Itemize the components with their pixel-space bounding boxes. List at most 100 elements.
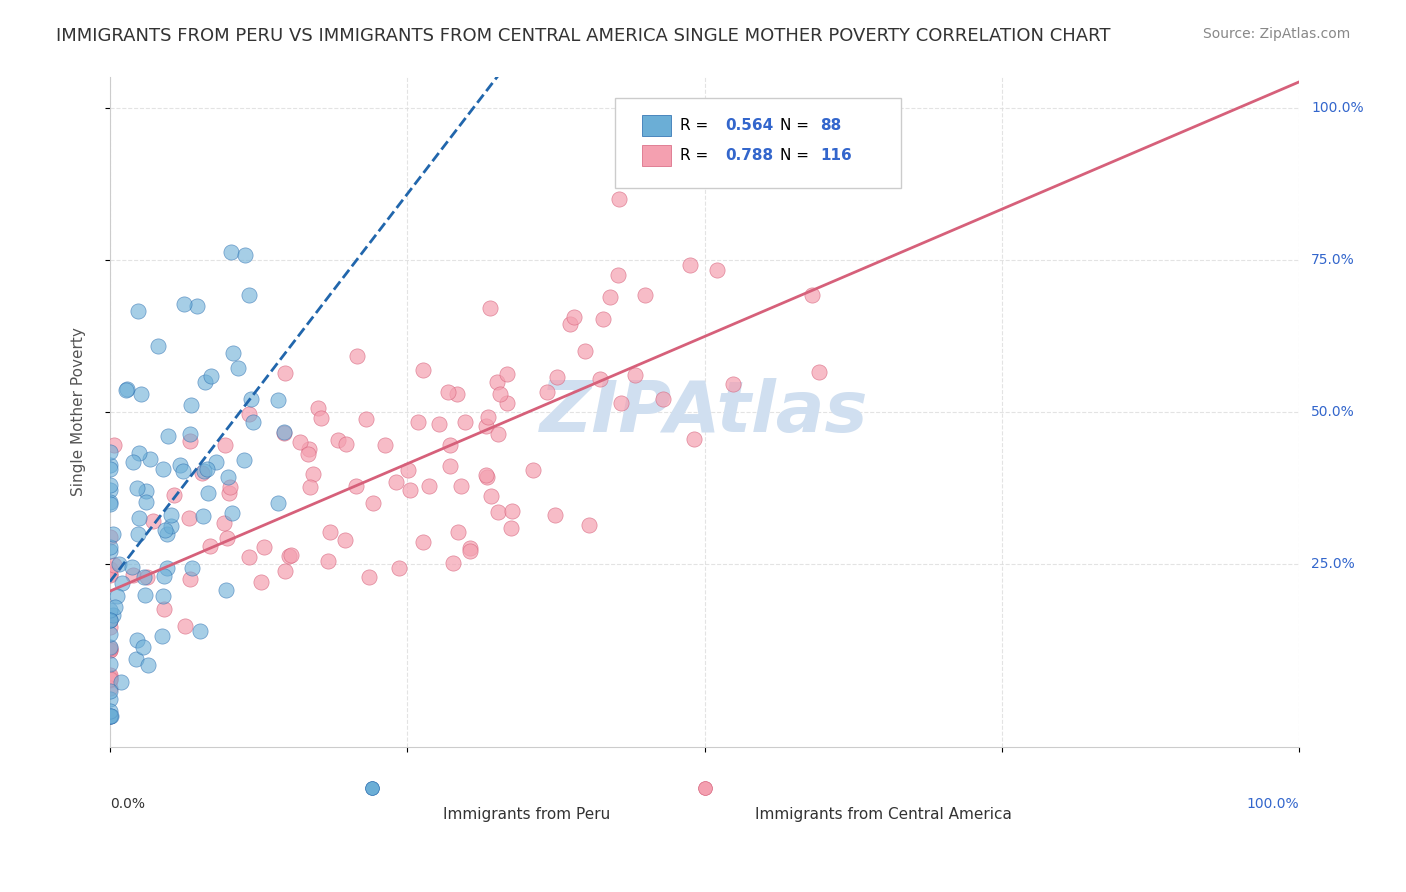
- ca: [486, 427, 509, 442]
- Text: 100.0%: 100.0%: [1312, 101, 1364, 115]
- peru: [98, 704, 121, 718]
- peru: [100, 709, 122, 723]
- peru: [98, 477, 121, 491]
- Text: 75.0%: 75.0%: [1312, 253, 1355, 267]
- peru: [125, 481, 148, 495]
- ca: [218, 486, 240, 500]
- peru: [139, 451, 162, 466]
- peru: [98, 613, 121, 627]
- peru: [233, 453, 256, 467]
- ca: [335, 436, 357, 450]
- Text: 50.0%: 50.0%: [1312, 405, 1355, 419]
- peru: [156, 561, 179, 575]
- peru: [153, 569, 176, 583]
- ca: [609, 192, 631, 206]
- peru: [205, 455, 228, 469]
- ca: [610, 396, 633, 410]
- ca: [98, 667, 121, 681]
- peru: [135, 483, 157, 498]
- ca: [98, 672, 121, 686]
- ca: [578, 517, 600, 532]
- ca: [477, 470, 499, 484]
- ca: [454, 415, 477, 429]
- ca: [388, 561, 411, 575]
- peru: [108, 557, 131, 571]
- ca: [98, 568, 121, 582]
- ca: [589, 371, 612, 385]
- peru: [197, 486, 219, 500]
- ca: [485, 375, 508, 389]
- FancyBboxPatch shape: [641, 115, 671, 136]
- peru: [115, 382, 138, 396]
- ca: [475, 419, 498, 434]
- peru: [135, 495, 157, 509]
- ca: [191, 466, 214, 480]
- ca: [212, 516, 235, 530]
- peru: [98, 684, 121, 698]
- ca: [219, 480, 242, 494]
- peru: [128, 446, 150, 460]
- peru: [134, 588, 156, 602]
- Text: N =: N =: [779, 118, 814, 133]
- peru: [215, 582, 238, 597]
- ca: [396, 463, 419, 477]
- ca: [298, 479, 321, 493]
- peru: [105, 589, 128, 603]
- ca: [238, 407, 260, 421]
- ca: [592, 311, 614, 326]
- peru: [98, 613, 121, 627]
- ca: [273, 425, 295, 440]
- Text: R =: R =: [679, 118, 713, 133]
- Text: 100.0%: 100.0%: [1247, 797, 1299, 811]
- ca: [174, 619, 197, 633]
- ca: [274, 564, 297, 578]
- ca: [800, 288, 823, 302]
- ca: [496, 396, 519, 410]
- ca: [458, 541, 481, 555]
- peru: [127, 632, 149, 647]
- ca: [163, 488, 186, 502]
- Text: 0.0%: 0.0%: [110, 797, 145, 811]
- peru: [173, 297, 195, 311]
- ca: [198, 540, 221, 554]
- ca: [374, 437, 396, 451]
- peru: [152, 461, 174, 475]
- Text: 88: 88: [820, 118, 841, 133]
- Text: Immigrants from Central America: Immigrants from Central America: [755, 807, 1011, 822]
- peru: [103, 607, 125, 622]
- ca: [562, 310, 585, 325]
- peru: [150, 629, 173, 643]
- ca: [599, 290, 621, 304]
- ca: [522, 463, 544, 477]
- peru: [132, 640, 155, 654]
- ca: [179, 434, 201, 449]
- peru: [226, 361, 249, 376]
- ca: [280, 548, 302, 562]
- peru: [121, 559, 143, 574]
- FancyBboxPatch shape: [616, 97, 901, 188]
- ca: [309, 410, 332, 425]
- peru: [98, 497, 121, 511]
- ca: [301, 467, 323, 481]
- ca: [458, 543, 481, 558]
- ca: [215, 531, 238, 545]
- ca: [98, 681, 121, 695]
- ca: [359, 570, 381, 584]
- ca: [361, 496, 384, 510]
- peru: [110, 674, 132, 689]
- ca: [447, 525, 470, 540]
- ca: [253, 540, 276, 554]
- ca: [574, 343, 596, 358]
- ca: [103, 437, 125, 451]
- ca: [297, 447, 319, 461]
- peru: [200, 368, 222, 383]
- ca: [651, 392, 673, 406]
- ca: [536, 385, 558, 400]
- ca: [486, 505, 509, 519]
- peru: [217, 470, 239, 484]
- peru: [98, 444, 121, 458]
- peru: [129, 387, 152, 401]
- ca: [298, 442, 321, 457]
- ca: [499, 521, 522, 535]
- Text: Immigrants from Peru: Immigrants from Peru: [443, 807, 610, 822]
